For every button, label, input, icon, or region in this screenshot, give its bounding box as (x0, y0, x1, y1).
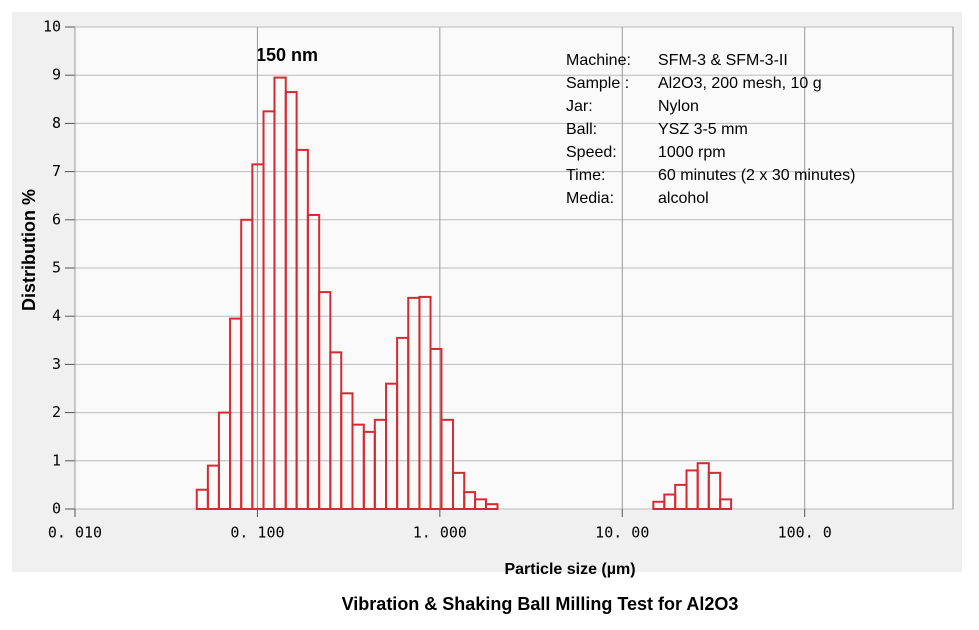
y-tick-label: 1 (52, 451, 61, 469)
y-tick-label: 9 (52, 66, 61, 84)
x-tick-label: 0. 010 (48, 524, 102, 542)
y-tick-label: 0 (52, 500, 61, 518)
info-value: SFM-3 & SFM-3-II (658, 52, 788, 69)
info-label: Time: (566, 167, 605, 184)
y-tick-label: 8 (52, 114, 61, 132)
x-axis-label: Particle size (µm) (504, 561, 635, 578)
info-value: Al2O3, 200 mesh, 10 g (658, 75, 822, 92)
y-tick-label: 6 (52, 210, 61, 228)
y-tick-label: 5 (52, 259, 61, 277)
y-tick-label: 10 (43, 18, 61, 36)
bar (451, 471, 466, 511)
info-label: Speed: (566, 144, 617, 161)
bar (440, 418, 454, 510)
bar (719, 498, 733, 510)
x-tick-label: 0. 100 (230, 524, 284, 542)
info-label: Sample : (566, 75, 629, 92)
info-value: 60 minutes (2 x 30 minutes) (658, 167, 855, 184)
info-value: YSZ 3-5 mm (658, 121, 748, 138)
y-tick-label: 2 (52, 403, 61, 421)
x-tick-label: 1. 000 (413, 524, 467, 542)
info-value: alcohol (658, 190, 709, 207)
x-tick-label: 100. 0 (778, 524, 832, 542)
y-tick-label: 7 (52, 162, 61, 180)
info-label: Ball: (566, 121, 597, 138)
y-tick-label: 4 (52, 307, 61, 325)
annotation: 150 nm (256, 45, 318, 65)
y-axis-label: Distribution % (19, 189, 39, 311)
bar (707, 471, 722, 511)
x-tick-label: 10. 00 (595, 524, 649, 542)
info-label: Jar: (566, 98, 593, 115)
info-value: Nylon (658, 98, 699, 115)
info-label: Media: (566, 190, 614, 207)
chart-title: Vibration & Shaking Ball Milling Test fo… (342, 594, 739, 614)
bar (484, 503, 499, 510)
y-tick-label: 3 (52, 355, 61, 373)
info-label: Machine: (566, 52, 631, 69)
info-value: 1000 rpm (658, 144, 726, 161)
